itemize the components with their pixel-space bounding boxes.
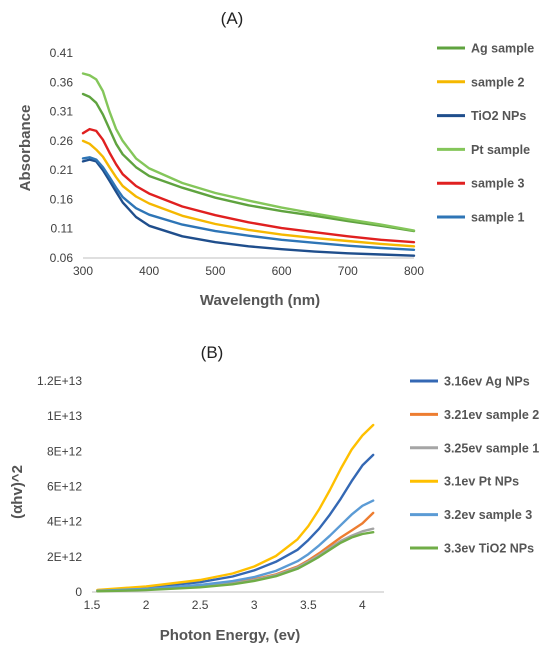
b-x-tick-label: 2.5 (192, 598, 209, 612)
chart-b-y-axis-title: (αhv)^2 (9, 465, 26, 519)
chart-b-axes: 1.5 2 2.5 3 3.5 4 0 2E+12 4E+12 6E+12 8E+12 1E+13 1.… (37, 374, 384, 612)
b-y-tick-label: 1.2E+13 (37, 374, 82, 388)
a-x-tick-label: 800 (404, 264, 424, 278)
a-x-tick-label: 300 (73, 264, 93, 278)
a-x-tick-label: 600 (272, 264, 292, 278)
b-x-tick-label: 3 (251, 598, 258, 612)
a-x-tick-label: 400 (139, 264, 159, 278)
b-series-line-6 (96, 531, 375, 593)
a-x-tick-label: 700 (338, 264, 358, 278)
a-y-tick-label: 0.31 (50, 105, 74, 119)
a-y-tick-label: 0.41 (50, 46, 74, 60)
a-legend-label: sample 1 (471, 211, 525, 225)
b-legend-label: 3.1ev Pt NPs (444, 475, 519, 489)
a-y-tick-label: 0.11 (51, 222, 74, 236)
b-x-tick-label: 3.5 (300, 598, 317, 612)
b-x-tick-label: 1.5 (84, 598, 101, 612)
a-series-line-1 (81, 92, 416, 233)
a-y-tick-label: 0.21 (50, 163, 74, 177)
b-y-tick-label: 1E+13 (47, 409, 82, 423)
b-legend-label: 3.21ev sample 2 (444, 408, 539, 422)
b-y-tick-label: 8E+12 (47, 444, 82, 458)
b-legend-label: 3.25ev sample 1 (444, 441, 539, 455)
b-y-tick-label: 2E+12 (47, 550, 82, 564)
chart-a-series-group (81, 72, 416, 257)
a-legend-label: Ag sample (471, 42, 534, 56)
b-x-tick-label: 4 (359, 598, 366, 612)
b-legend-label: 3.3ev TiO2 NPs (444, 542, 534, 556)
chart-a: (A) Absorbance Wavelength (nm) 300 400 500… (17, 9, 534, 309)
a-legend-label: Pt sample (471, 143, 530, 157)
a-series-line-5 (81, 127, 416, 244)
chart-a-x-axis-title: Wavelength (nm) (200, 292, 320, 309)
a-legend-label: TiO2 NPs (471, 109, 526, 123)
a-y-tick-label: 0.26 (50, 134, 74, 148)
chart-b-panel-label: (B) (201, 343, 224, 362)
b-series-line-4 (96, 423, 375, 592)
b-legend-label: 3.2ev sample 3 (444, 508, 532, 522)
a-series-line-4 (81, 72, 416, 232)
chart-a-panel-label: (A) (221, 9, 244, 28)
a-y-tick-label: 0.16 (50, 192, 74, 206)
a-legend-label: sample 3 (471, 177, 525, 191)
b-series-line-5 (96, 499, 375, 592)
chart-b-legend: 3.16ev Ag NPs 3.21ev sample 2 3.25ev sampl… (410, 375, 539, 556)
a-series-line-6 (81, 156, 416, 252)
b-series-line-2 (96, 511, 375, 593)
chart-b-x-axis-title: Photon Energy, (ev) (160, 627, 301, 644)
a-x-tick-label: 500 (205, 264, 225, 278)
b-y-tick-label: 6E+12 (47, 480, 82, 494)
a-y-tick-label: 0.36 (50, 75, 74, 89)
b-y-tick-label: 4E+12 (47, 515, 82, 529)
chart-b-series-group (96, 423, 375, 593)
a-legend-label: sample 2 (471, 75, 525, 89)
chart-a-y-axis-title: Absorbance (17, 105, 34, 192)
a-y-tick-label: 0.06 (50, 251, 74, 265)
b-series-line-1 (96, 453, 375, 592)
a-series-line-2 (81, 139, 416, 248)
chart-b: (B) (αhv)^2 Photon Energy, (ev) 1.5 2 2.5 3… (9, 343, 539, 644)
a-series-line-3 (81, 158, 416, 257)
b-legend-label: 3.16ev Ag NPs (444, 375, 530, 389)
chart-a-axes: 300 400 500 600 700 800 0.06 0.11 0.16 0.21 0.26 0.… (50, 46, 425, 278)
b-x-tick-label: 2 (143, 598, 150, 612)
chart-a-legend: Ag sample sample 2 TiO2 NPs Pt sample sample… (437, 42, 534, 225)
b-y-tick-label: 0 (75, 585, 82, 599)
